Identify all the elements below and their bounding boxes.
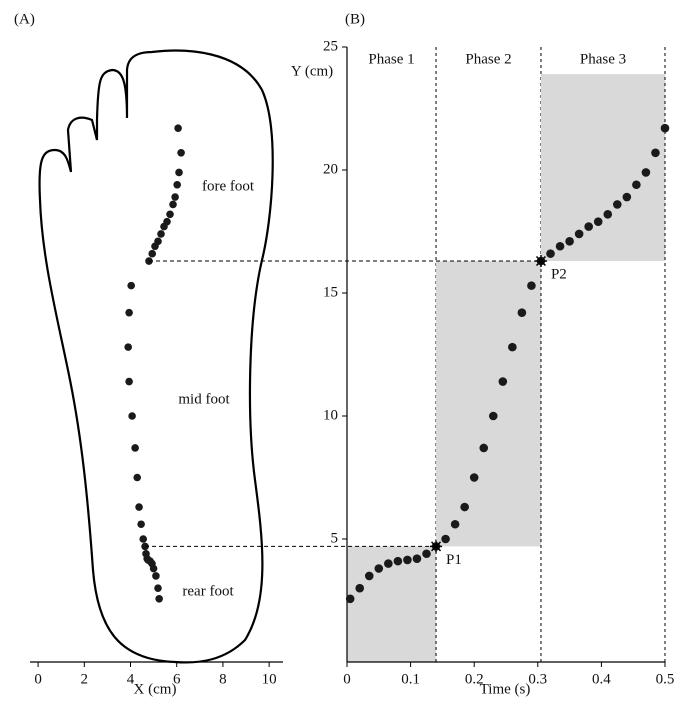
x-axis-label: Time (s) [480,681,531,697]
data-point [128,412,136,420]
page: (A) (B) fore foot mid foot rear foot X (… [0,0,676,708]
data-point [422,549,431,558]
y-tick-label: 10 [323,407,338,423]
data-point [131,444,139,452]
key-point-label: P1 [446,552,462,568]
region-label: rear foot [182,583,234,599]
data-point [127,282,135,290]
data-point [460,503,469,512]
data-point [155,595,163,603]
data-point [565,237,574,246]
x-tick-label: 0.1 [401,671,420,687]
data-point [163,218,171,226]
y-axis-label: Y (cm) [291,63,333,79]
data-point [413,554,422,563]
data-point [174,124,182,132]
data-point [479,444,488,453]
data-point [489,412,498,421]
x-tick-label: 0.5 [656,671,675,687]
key-point-label: P2 [551,266,567,282]
data-point [133,474,141,482]
data-point [154,238,162,246]
y-tick-label: 5 [331,530,339,546]
data-point [137,520,145,528]
data-point [124,343,132,351]
data-point [148,250,156,258]
data-point [154,584,162,592]
region-label: mid foot [178,391,230,407]
data-point [499,377,508,386]
x-tick-label: 0 [34,671,42,687]
data-point [175,169,183,177]
data-point [169,201,177,209]
panel-label: (B) [345,11,365,27]
phase-region [541,74,665,261]
y-tick-label: 20 [323,161,338,177]
data-point [546,249,555,258]
y-tick-label: 25 [323,38,338,54]
data-point [139,535,147,543]
data-point [152,572,160,580]
phase-label: Phase 1 [368,51,414,67]
data-point [355,584,364,593]
data-point [632,180,641,189]
phase-region [436,261,541,546]
data-point [584,222,593,231]
data-point [346,594,355,603]
data-point [166,210,174,218]
data-point [527,281,536,290]
x-tick-label: 4 [127,671,135,687]
y-tick-label: 15 [323,284,338,300]
data-point [157,230,165,238]
data-point [171,193,179,201]
x-tick-label: 0.3 [528,671,547,687]
data-point [375,564,384,573]
data-point [125,309,133,317]
data-point [594,217,603,226]
figure: (A) (B) fore foot mid foot rear foot X (… [0,0,676,708]
data-point [173,181,181,189]
data-point [451,520,460,529]
x-tick-label: 8 [219,671,227,687]
data-point [642,168,651,177]
x-tick-label: 0.4 [592,671,611,687]
data-point [125,378,133,386]
data-point [365,572,374,581]
data-point [394,557,403,566]
x-tick-label: 0.2 [465,671,484,687]
data-point [575,230,584,239]
x-tick-label: 10 [262,671,277,687]
x-axis-label: X (cm) [134,681,177,697]
data-point [651,148,660,157]
data-point [613,200,622,209]
panel-label: (A) [14,11,35,27]
x-tick-label: 2 [81,671,89,687]
data-point [441,535,450,544]
data-point [403,556,412,565]
data-point [603,210,612,219]
data-point [623,193,632,202]
data-point [384,559,393,568]
data-point [518,308,527,317]
region-label: fore foot [202,178,255,194]
data-point [556,242,565,251]
x-tick-label: 0 [343,671,351,687]
data-point [470,473,479,482]
data-point [142,550,150,558]
phase-label: Phase 2 [465,51,511,67]
data-point [508,343,517,352]
phase-label: Phase 3 [580,51,626,67]
data-point [661,124,670,133]
data-point [135,503,143,511]
data-point [177,149,185,157]
x-tick-label: 6 [173,671,181,687]
